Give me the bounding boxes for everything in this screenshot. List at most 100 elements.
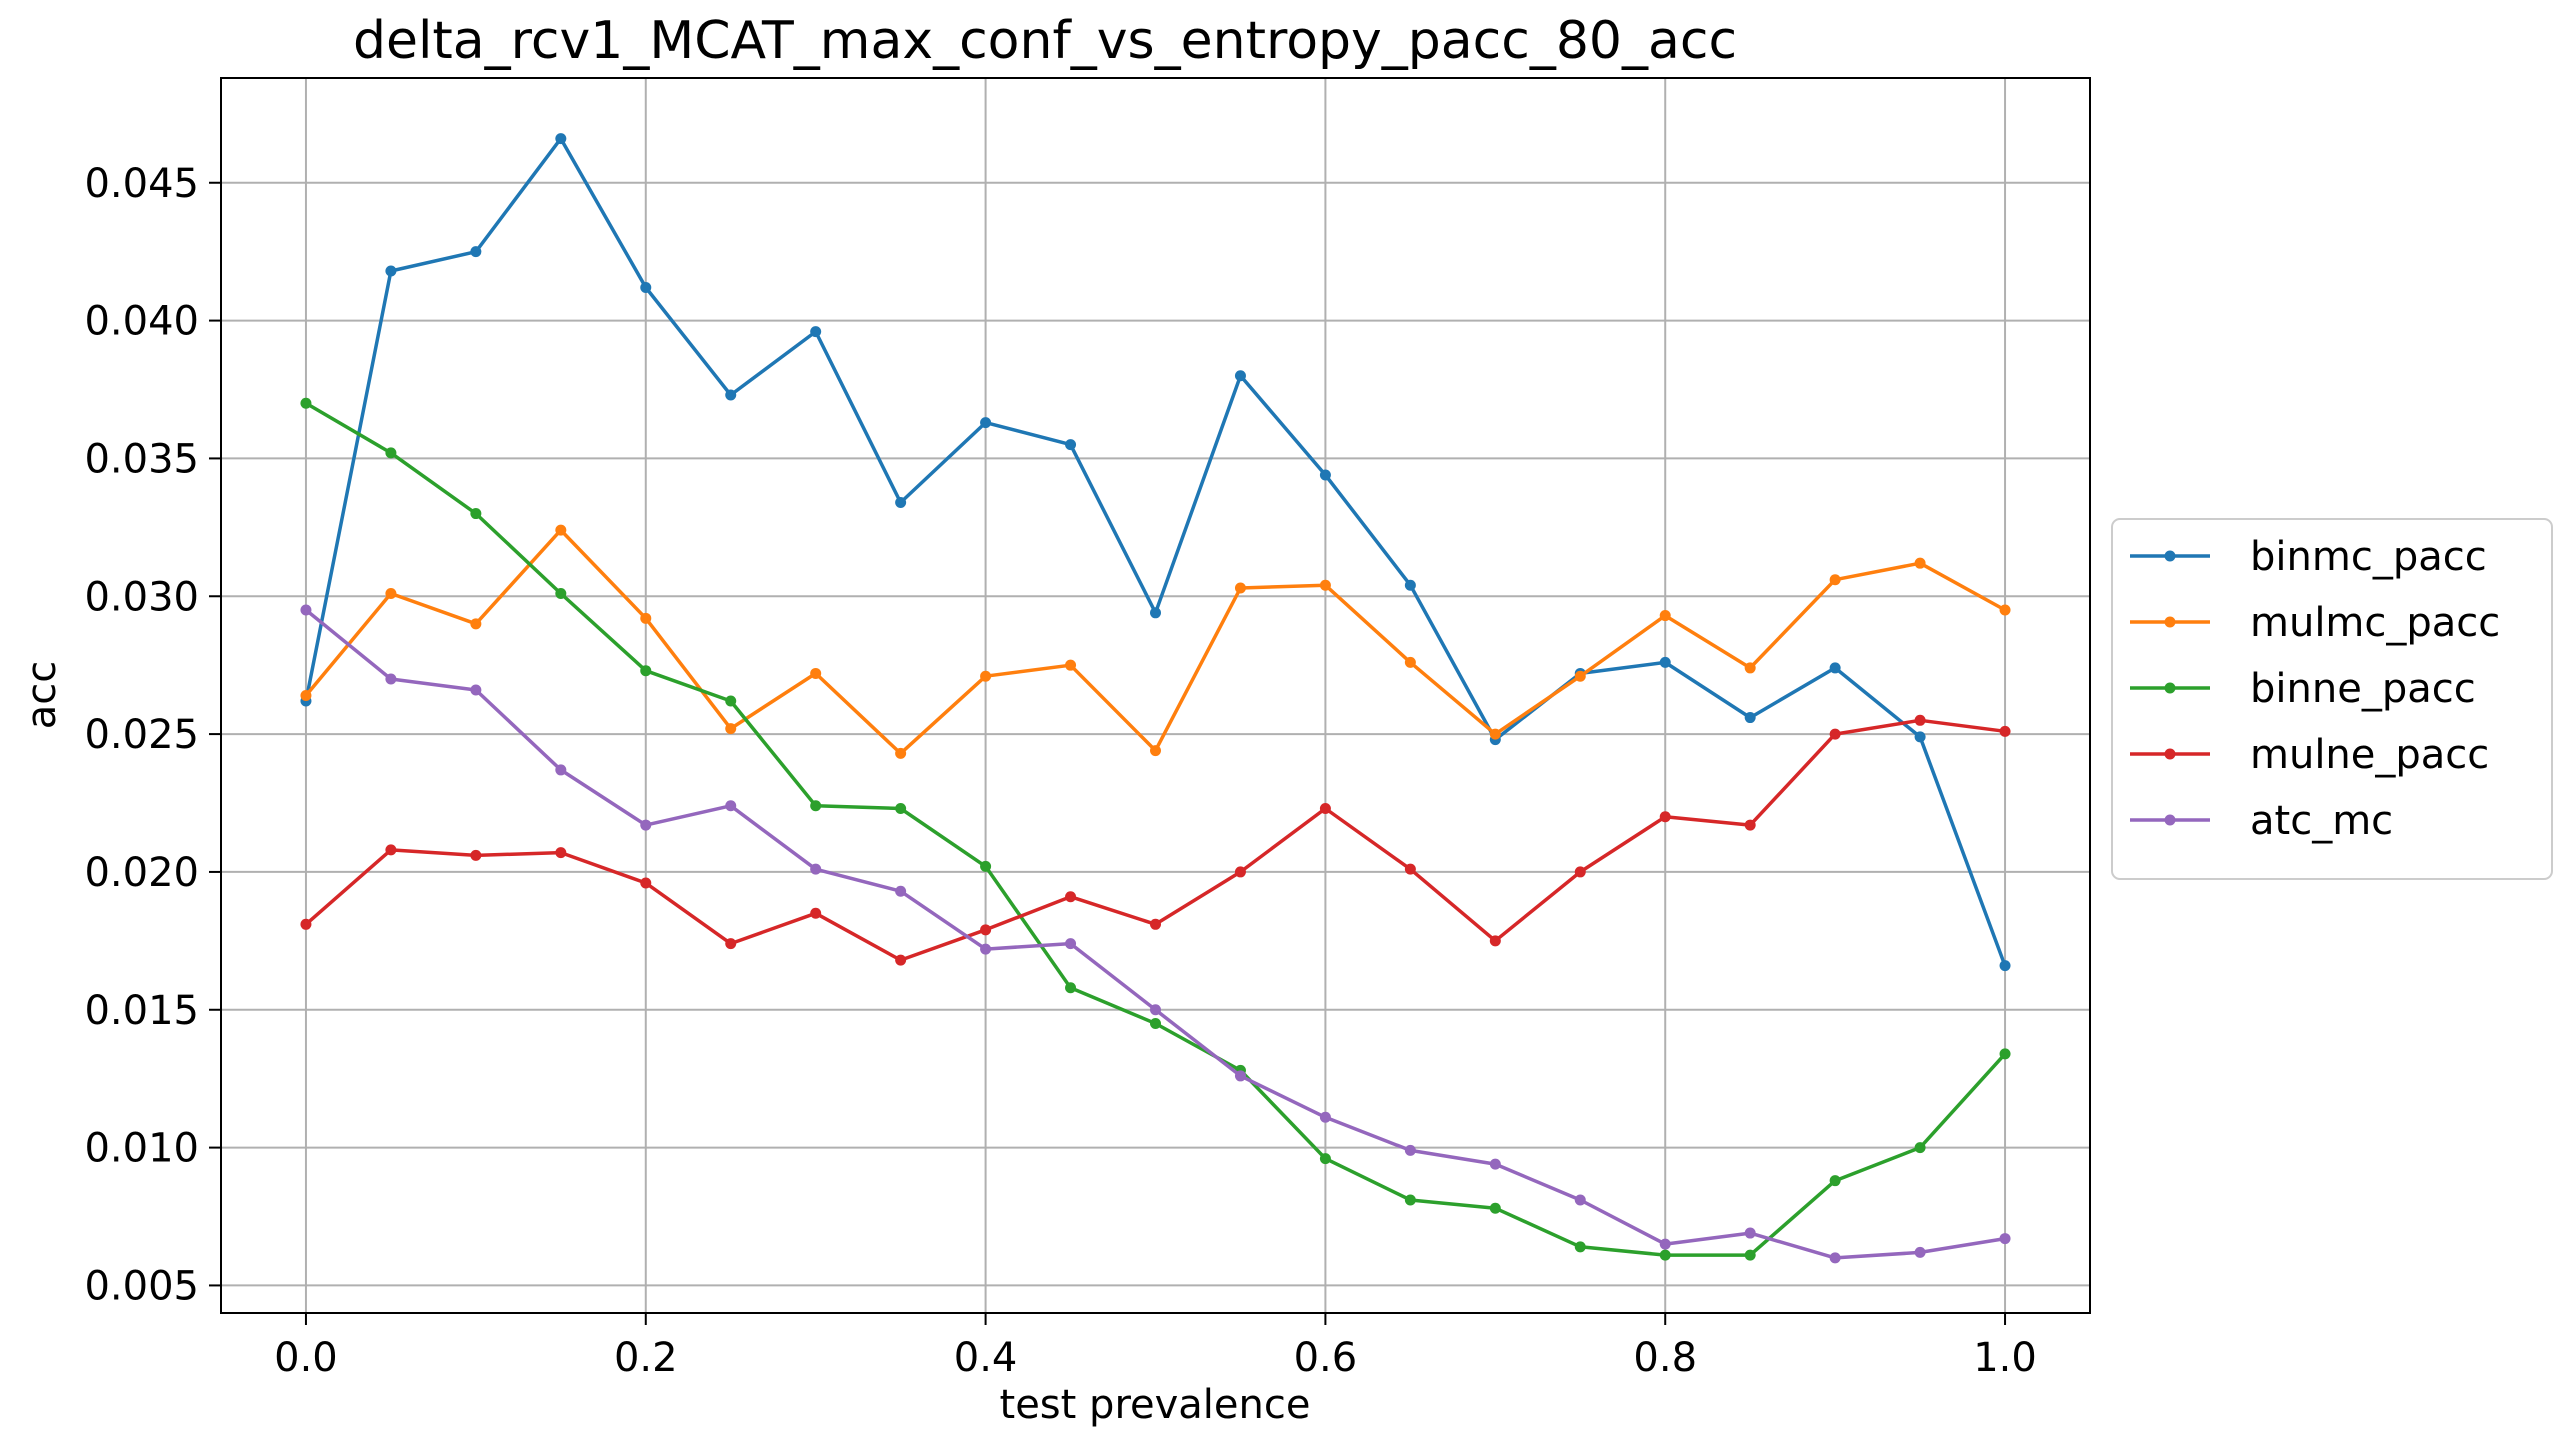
plot-frame: [220, 77, 2091, 1314]
data-point: [1659, 811, 1671, 823]
data-point: [1319, 803, 1331, 815]
data-point: [1404, 1194, 1416, 1206]
data-point: [470, 849, 482, 861]
data-point: [470, 618, 482, 630]
y-tick-label: 0.015: [84, 988, 199, 1034]
data-point: [1404, 863, 1416, 875]
data-point: [1744, 1227, 1756, 1239]
data-point: [1829, 662, 1841, 674]
data-point: [895, 497, 907, 509]
data-point: [1234, 1070, 1246, 1082]
data-point: [385, 265, 397, 277]
data-point: [1999, 960, 2011, 972]
data-point: [1319, 469, 1331, 481]
x-tick-label: 0.2: [614, 1335, 678, 1381]
x-tick-label: 0.0: [274, 1335, 338, 1381]
legend-marker: [2164, 748, 2176, 760]
data-point: [640, 282, 652, 294]
data-point: [300, 397, 312, 409]
data-point: [810, 326, 822, 338]
data-point: [1574, 670, 1586, 682]
data-point: [1829, 1175, 1841, 1187]
legend-item-mulne_pacc: mulne_pacc: [2130, 732, 2489, 778]
x-tick-label: 0.8: [1633, 1335, 1697, 1381]
y-axis-title: acc: [19, 661, 65, 730]
data-point: [1914, 1246, 1926, 1258]
data-point: [1744, 712, 1756, 724]
data-point: [1319, 579, 1331, 591]
data-point: [300, 918, 312, 930]
data-point: [640, 877, 652, 889]
data-point: [1914, 1142, 1926, 1154]
y-tick-label: 0.025: [84, 712, 199, 758]
data-point: [640, 612, 652, 624]
data-point: [555, 524, 567, 536]
data-point: [895, 803, 907, 815]
data-point: [1319, 1153, 1331, 1165]
legend-label: atc_mc: [2250, 798, 2393, 844]
data-point: [1319, 1111, 1331, 1123]
data-point: [1065, 982, 1077, 994]
data-point: [725, 723, 737, 735]
data-point: [810, 907, 822, 919]
chart-title: delta_rcv1_MCAT_max_conf_vs_entropy_pacc…: [353, 11, 1737, 71]
data-point: [1065, 439, 1077, 451]
y-tick-label: 0.020: [84, 850, 199, 896]
series-lines: [300, 133, 2011, 1264]
data-point: [725, 389, 737, 401]
data-point: [1829, 574, 1841, 586]
legend-item-binmc_pacc: binmc_pacc: [2130, 534, 2487, 580]
series-mulmc_pacc: [300, 524, 2011, 759]
legend: binmc_pacc mulmc_pacc binne_pacc mulne_pacc…: [2111, 518, 2553, 880]
data-point: [640, 819, 652, 831]
series-mulne_pacc: [300, 714, 2011, 966]
data-point: [1150, 918, 1161, 930]
data-point: [1065, 938, 1077, 950]
data-point: [555, 764, 567, 776]
y-tick-label: 0.045: [84, 161, 199, 207]
legend-item-atc_mc: atc_mc: [2130, 798, 2393, 844]
data-point: [1150, 1018, 1161, 1030]
legend-marker: [2164, 682, 2176, 694]
x-axis-title: test prevalence: [1000, 1382, 1311, 1428]
data-point: [980, 417, 992, 429]
data-point: [1150, 745, 1161, 757]
data-point: [1489, 1158, 1501, 1170]
y-tick-label: 0.010: [84, 1126, 199, 1172]
data-point: [725, 800, 737, 812]
data-point: [1914, 557, 1926, 569]
legend-label: binmc_pacc: [2250, 534, 2487, 580]
data-point: [1574, 1241, 1586, 1253]
data-point: [725, 695, 737, 707]
data-point: [980, 924, 992, 936]
legend-label: mulne_pacc: [2250, 732, 2489, 778]
legend-item-mulmc_pacc: mulmc_pacc: [2130, 600, 2500, 646]
data-point: [725, 938, 737, 950]
data-point: [1829, 1252, 1841, 1264]
legend-box: [2111, 518, 2553, 880]
data-point: [1404, 656, 1416, 668]
x-tick-label: 0.6: [1294, 1335, 1358, 1381]
data-point: [980, 943, 992, 955]
y-axis: 0.005 0.010 0.015 0.020 0.025 0.030 0.035 0.040…: [84, 161, 221, 1309]
data-point: [1489, 728, 1501, 740]
data-point: [1234, 866, 1246, 878]
data-point: [1914, 731, 1926, 743]
data-point: [1659, 610, 1671, 622]
x-axis: 0.0 0.2 0.4 0.6 0.8 1.0: [274, 1313, 2037, 1381]
data-point: [555, 847, 567, 859]
data-point: [640, 665, 652, 677]
data-point: [385, 588, 397, 600]
data-point: [555, 133, 567, 145]
y-tick-label: 0.040: [84, 299, 199, 345]
data-point: [1065, 891, 1077, 903]
data-point: [1999, 604, 2011, 616]
data-point: [1659, 656, 1671, 668]
y-tick-label: 0.035: [84, 436, 199, 482]
data-point: [1999, 1048, 2011, 1060]
data-point: [1999, 1233, 2011, 1245]
data-point: [1659, 1238, 1671, 1250]
data-point: [555, 588, 567, 600]
data-point: [385, 447, 397, 459]
